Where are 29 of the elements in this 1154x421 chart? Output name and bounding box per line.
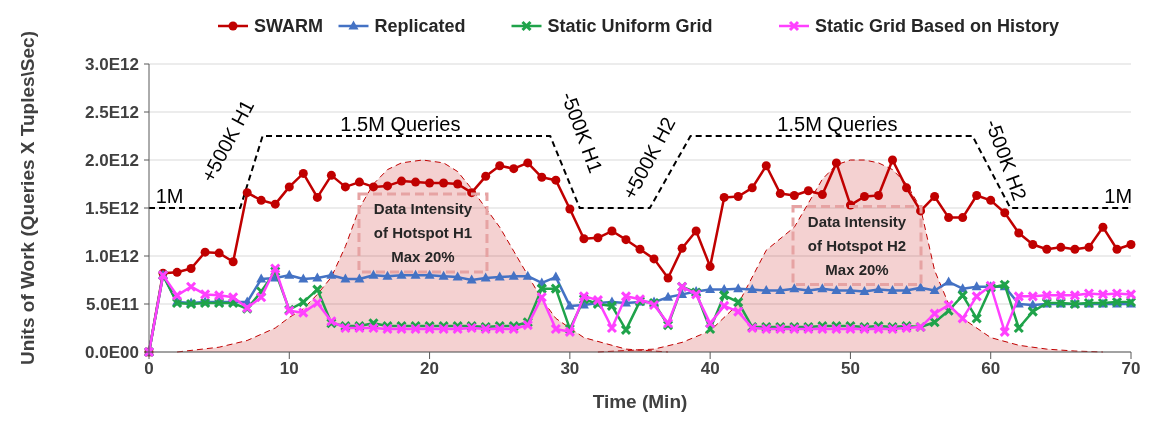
legend-label: Static Uniform Grid bbox=[547, 16, 713, 37]
x-tick-label: 50 bbox=[840, 359, 860, 378]
annotation: 1M bbox=[155, 185, 184, 208]
annotation: Data Intensity of Hotspot H2 Max 20% bbox=[807, 212, 907, 278]
annotation: -500K H2 bbox=[981, 116, 1032, 204]
x-tick-label: 60 bbox=[981, 359, 1001, 378]
annotation: 1.5M Queries bbox=[340, 113, 461, 136]
legend-label: SWARM bbox=[254, 16, 323, 37]
annotation: Data Intensity of Hotspot H1 Max 20% bbox=[373, 200, 473, 266]
x-tick-label: 20 bbox=[420, 359, 440, 378]
legend-label: Replicated bbox=[374, 16, 466, 37]
x-tick-label: 10 bbox=[279, 359, 299, 378]
y-tick-label: 2.0E12 bbox=[85, 150, 139, 170]
annotation: -500K H1 bbox=[557, 88, 607, 176]
annotation: 1M bbox=[1104, 185, 1133, 208]
annotation: 1.5M Queries bbox=[777, 113, 898, 136]
x-tick-label: 40 bbox=[700, 359, 720, 378]
y-tick-label: 1.0E12 bbox=[85, 246, 139, 266]
y-tick-label: 3.0E12 bbox=[85, 54, 139, 74]
y-tick-label: 5.0E11 bbox=[86, 294, 139, 314]
x-axis-title: Time (Min) bbox=[592, 391, 688, 412]
y-tick-label: 0.0E00 bbox=[85, 342, 139, 362]
x-tick-label: 30 bbox=[560, 359, 580, 378]
x-tick-label: 0 bbox=[144, 359, 154, 378]
y-tick-label: 1.5E12 bbox=[85, 198, 139, 218]
y-tick-label: 2.5E12 bbox=[85, 102, 139, 122]
legend-label: Static Grid Based on History bbox=[815, 16, 1060, 37]
y-axis-title: Units of Work (Queries X Tuples\Sec) bbox=[17, 31, 38, 365]
x-tick-label: 70 bbox=[1121, 359, 1141, 378]
